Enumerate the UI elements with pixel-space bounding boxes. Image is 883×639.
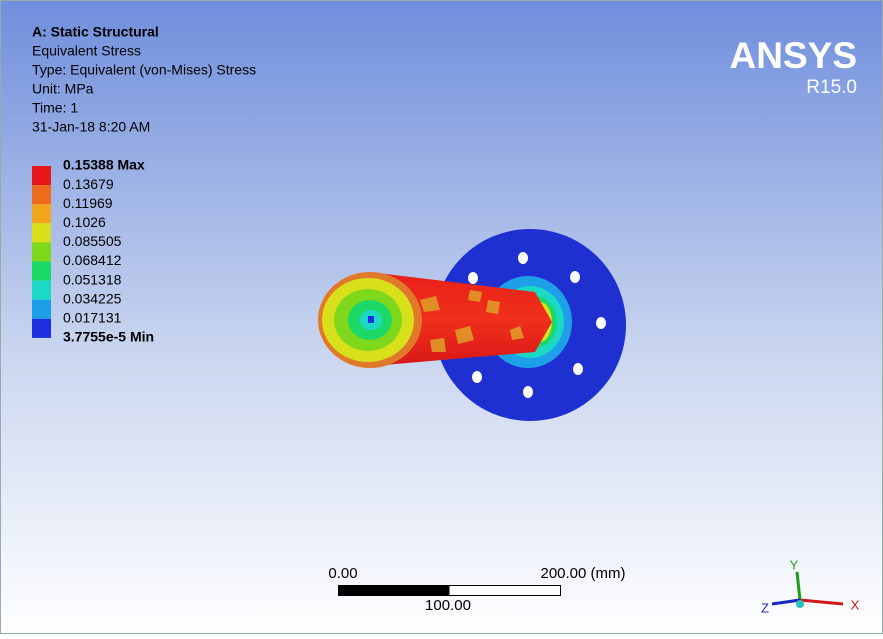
info-line: Time: 1 xyxy=(32,100,78,116)
legend-swatch xyxy=(32,185,51,204)
legend-label: 3.7755e-5 Min xyxy=(63,329,154,345)
legend-swatch xyxy=(32,300,51,319)
legend-swatch xyxy=(32,223,51,242)
triad-x: X xyxy=(851,597,860,612)
legend-swatch xyxy=(32,242,51,261)
triad-z: Z xyxy=(761,600,769,615)
legend-label: 0.085505 xyxy=(63,233,122,249)
scale-start: 0.00 xyxy=(328,565,357,582)
version: R15.0 xyxy=(806,77,857,98)
scale-end: 200.00 (mm) xyxy=(540,565,625,582)
info-line: 31-Jan-18 8:20 AM xyxy=(32,119,150,135)
legend-swatch xyxy=(32,166,51,185)
legend-label: 0.017131 xyxy=(63,310,122,326)
scale-mid: 100.00 xyxy=(425,597,471,614)
legend-label: 0.15388 Max xyxy=(63,157,145,173)
viewport: A: Static Structural Equivalent Stress Ty… xyxy=(0,0,883,634)
legend-swatch xyxy=(32,319,51,338)
info-line: Type: Equivalent (von-Mises) Stress xyxy=(32,62,256,78)
info-line: Unit: MPa xyxy=(32,81,94,97)
legend-swatch xyxy=(32,262,51,281)
triad-y: Y xyxy=(790,557,799,572)
legend-swatch xyxy=(32,281,51,300)
legend-swatch xyxy=(32,204,51,223)
info-line: Equivalent Stress xyxy=(32,43,141,59)
legend-label: 0.051318 xyxy=(63,271,122,287)
legend-label: 0.11969 xyxy=(63,195,113,211)
result-title: A: Static Structural xyxy=(32,24,159,40)
logo: ANSYS xyxy=(730,35,857,76)
legend-label: 0.068412 xyxy=(63,252,122,268)
scale-bar xyxy=(339,586,561,596)
legend-label: 0.034225 xyxy=(63,290,122,306)
legend-label: 0.1026 xyxy=(63,214,106,230)
legend-label: 0.13679 xyxy=(63,176,114,192)
